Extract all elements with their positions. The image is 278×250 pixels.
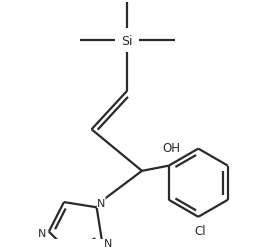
- Text: N: N: [97, 198, 105, 208]
- Text: Cl: Cl: [194, 224, 206, 237]
- Text: Si: Si: [121, 35, 133, 48]
- Text: N: N: [38, 228, 47, 238]
- Text: OH: OH: [163, 141, 181, 154]
- Text: N: N: [103, 238, 112, 248]
